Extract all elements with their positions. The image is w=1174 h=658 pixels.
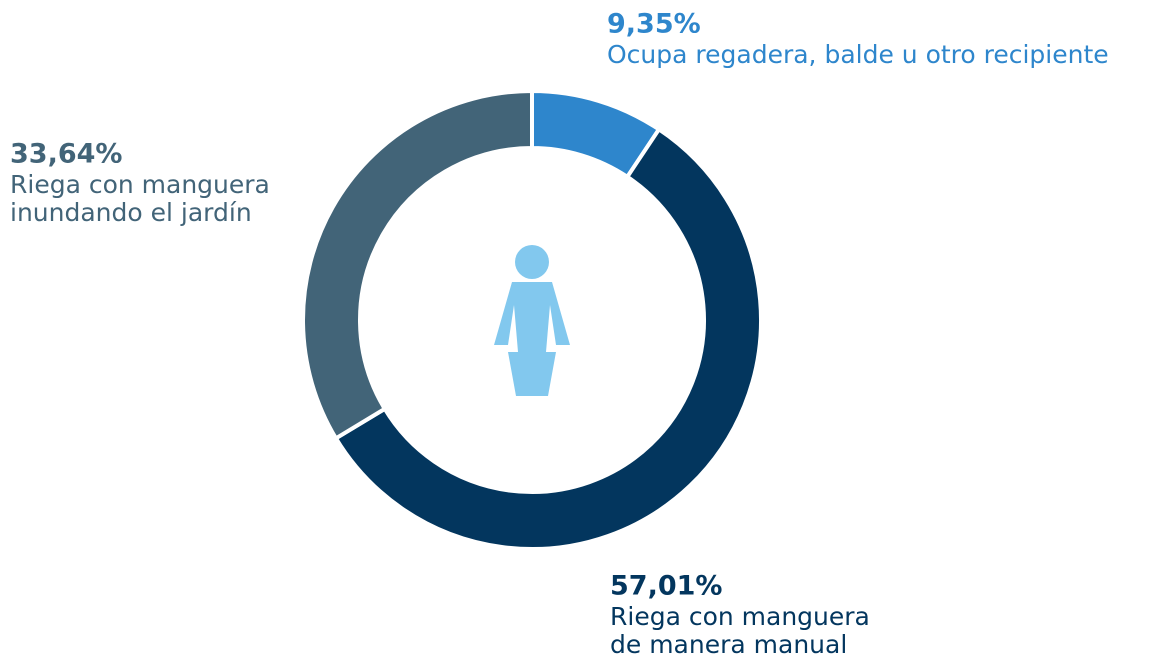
category-label: inundando el jardín [10,198,252,227]
category-label: Ocupa regadera, balde u otro recipiente [607,40,1109,69]
category-label: Riega con manguera [610,602,870,631]
value-label: 9,35% [607,9,701,40]
category-label: de manera manual [610,630,847,658]
category-label: Riega con manguera [10,170,270,199]
donut-segment [333,126,763,551]
value-label: 57,01% [610,571,722,602]
donut-segment [301,88,534,442]
value-label: 33,64% [10,139,122,170]
woman-icon [494,245,570,396]
